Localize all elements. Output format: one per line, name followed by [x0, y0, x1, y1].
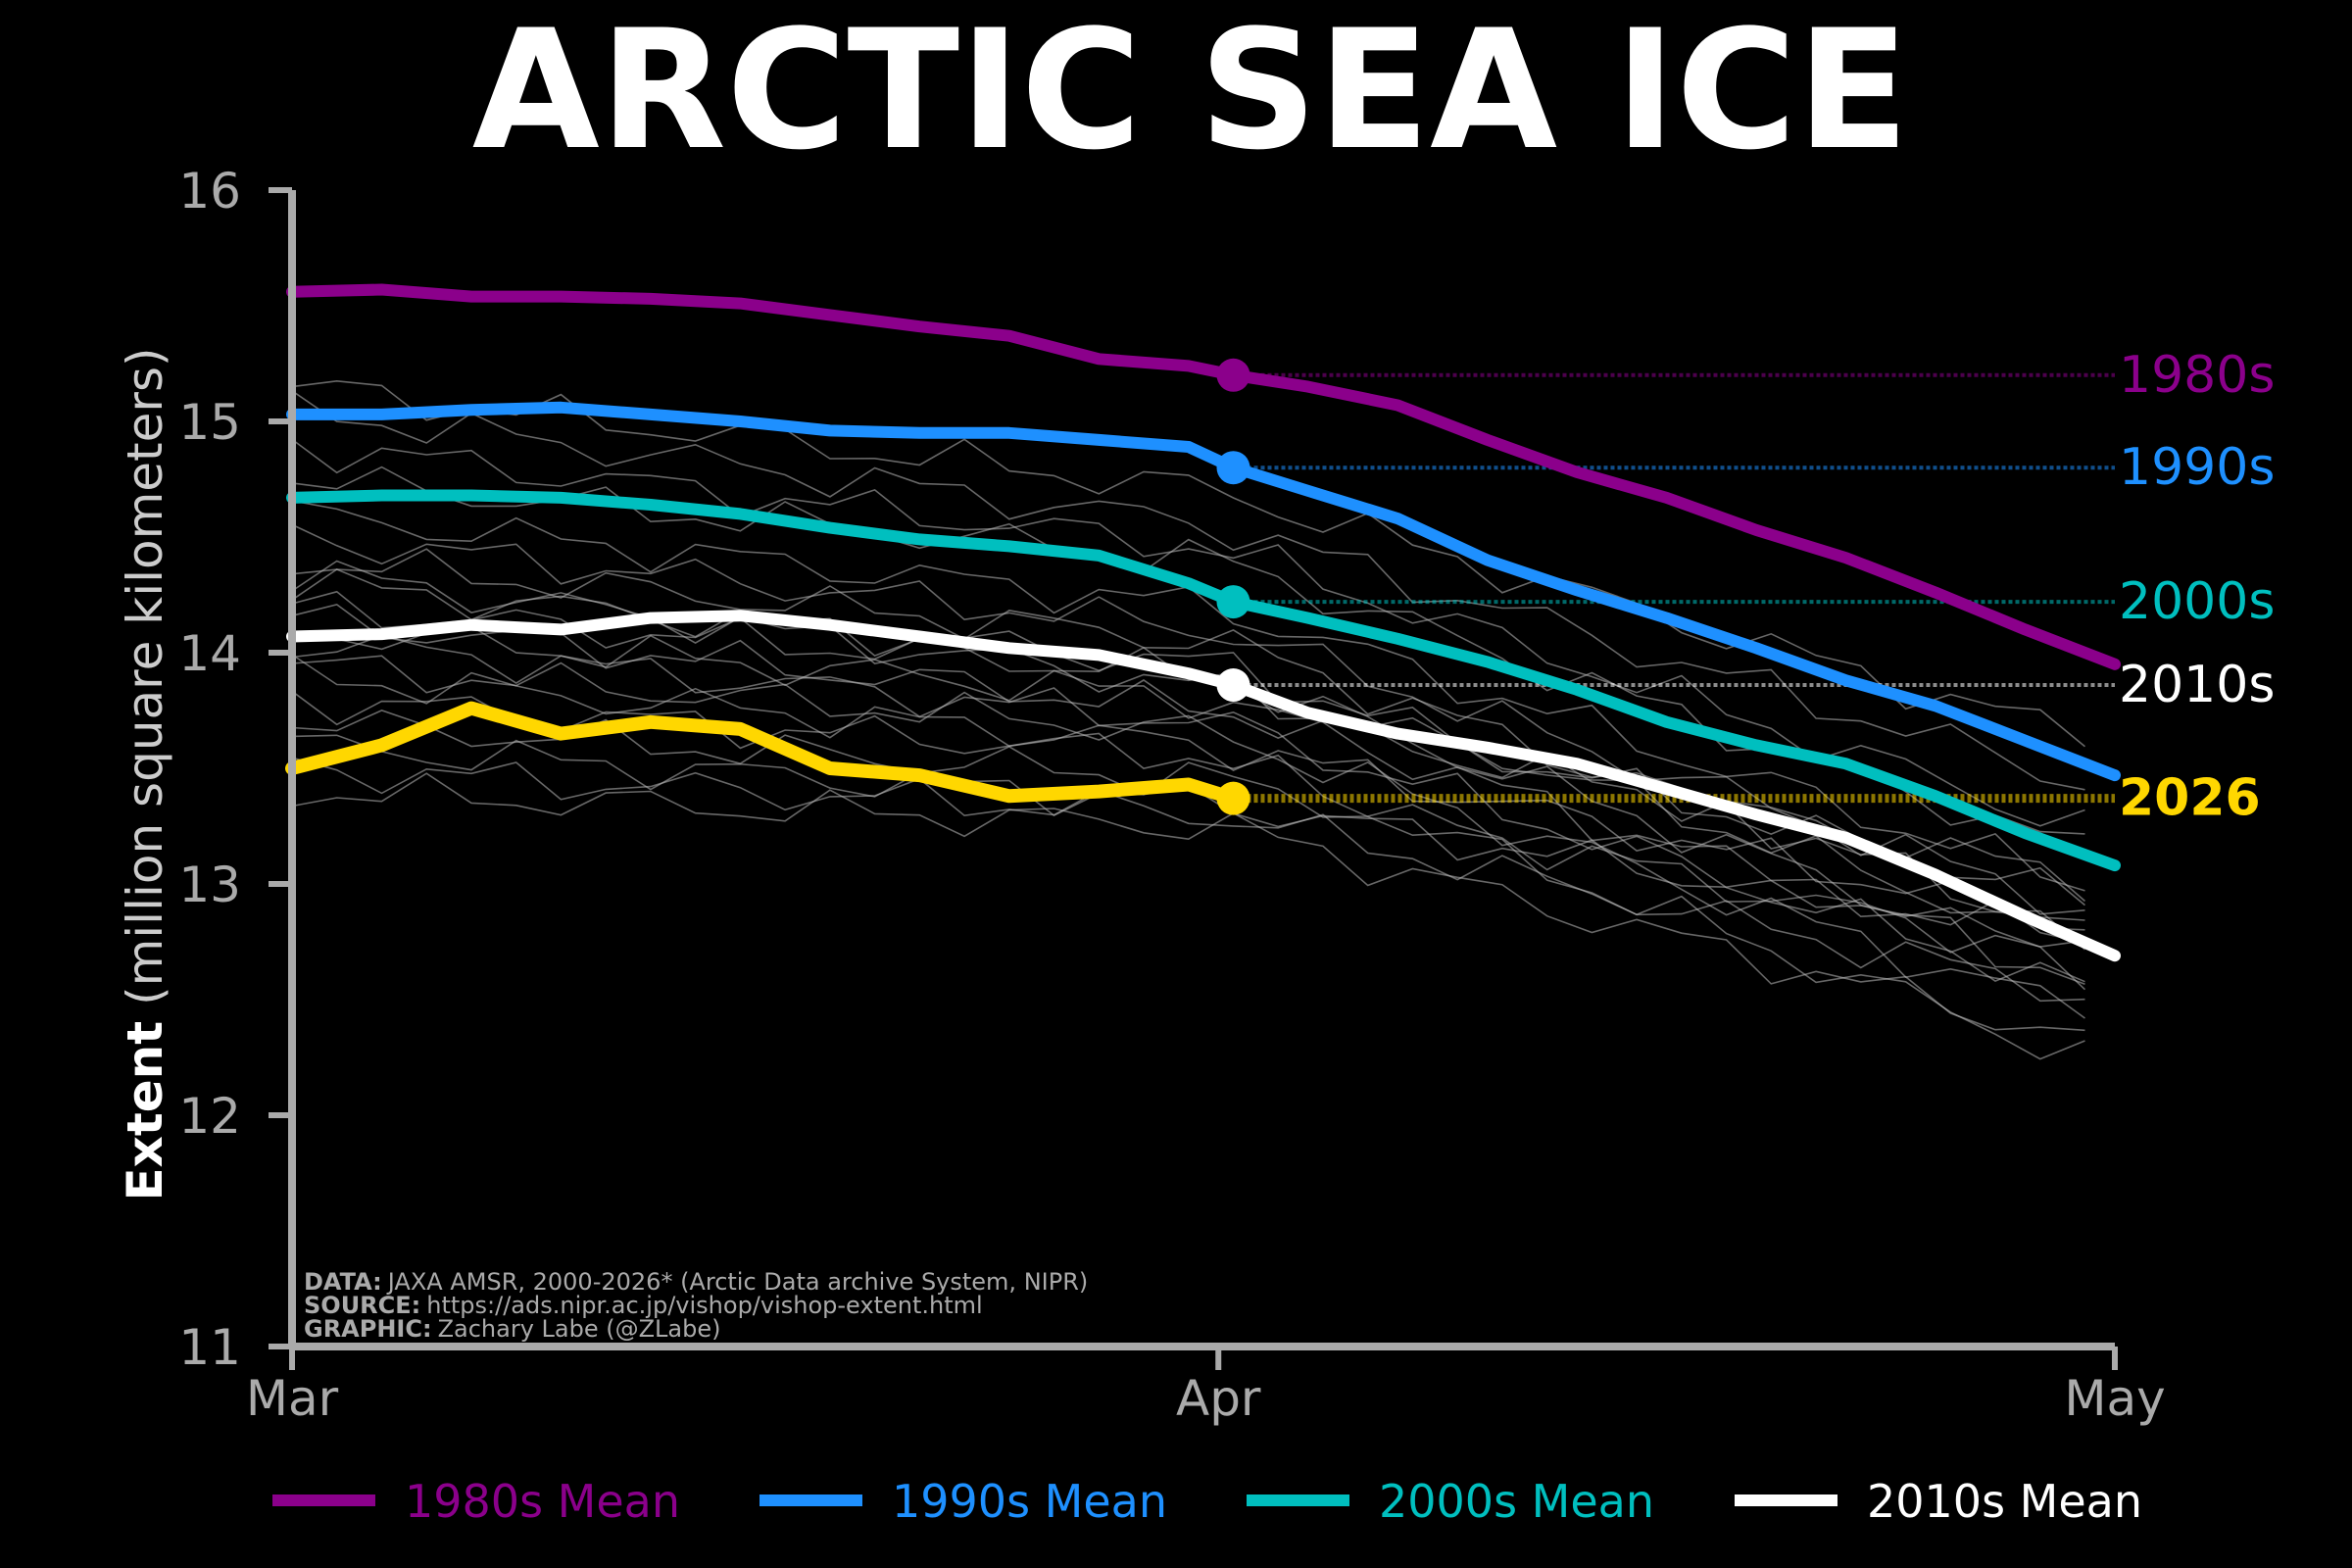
- individual-year-line: [291, 548, 2085, 921]
- y-axis-label: Extent (million square kilometers): [117, 347, 173, 1200]
- current-point-2000s: [1216, 585, 1250, 619]
- series-line-2010s: [286, 610, 2121, 962]
- mean-lines: [285, 283, 2121, 962]
- x-tick-label: Mar: [246, 1370, 339, 1427]
- series-line-2026: [285, 701, 1241, 806]
- credit-graphic-label: GRAPHIC:: [304, 1315, 432, 1343]
- individual-year-line: [291, 654, 2085, 931]
- individual-year-line: [291, 379, 2086, 748]
- individual-year-line: [291, 772, 2085, 1032]
- y-tick-label: 15: [178, 394, 241, 451]
- series-end-label-1980s: 1980s: [2119, 346, 2275, 405]
- y-axis-label-rest: (million square kilometers): [117, 347, 173, 1004]
- individual-year-line: [291, 523, 2085, 915]
- svg-text:GRAPHIC:Zachary Labe (@ZLabe): GRAPHIC: Zachary Labe (@ZLabe): [304, 1315, 721, 1343]
- y-axis-label-bold: Extent: [117, 1021, 173, 1201]
- series-end-label-2026: 2026: [2119, 769, 2261, 828]
- individual-year-line: [291, 390, 2085, 791]
- legend-item-2000s: 2000s Mean: [1379, 1475, 1654, 1528]
- credit-source-label: SOURCE:: [304, 1292, 420, 1319]
- individual-year-line: [291, 655, 2085, 1019]
- credit-data-text: JAXA AMSR, 2000-2026* (Arctic Data archi…: [386, 1268, 1088, 1296]
- y-tick-label: 13: [178, 857, 241, 913]
- reference-lines: 1980s 1990s 2000s 2010s 2026: [1233, 346, 2275, 828]
- series-end-label-2000s: 2000s: [2119, 572, 2275, 631]
- series-line-1990s: [286, 401, 2121, 782]
- credit-graphic-text: Zachary Labe (@ZLabe): [438, 1315, 721, 1343]
- y-tick-label: 11: [178, 1319, 241, 1376]
- individual-year-line: [291, 690, 2085, 1060]
- legend-item-1990s: 1990s Mean: [892, 1475, 1167, 1528]
- current-point-2010s: [1216, 668, 1250, 703]
- current-point-2026: [1216, 781, 1250, 815]
- current-point-1980s: [1216, 358, 1250, 392]
- axes: 11 12 13 14 15 16 Mar Apr May: [178, 163, 2165, 1427]
- svg-text:Extent (million square k: Extent (million square kilometers): [117, 347, 173, 1200]
- svg-text:SOURCE:https://ads.nipr.ac.jp/: SOURCE: https://ads.nipr.ac.jp/vishop/vis…: [304, 1292, 983, 1319]
- svg-text:DATA:JAXA AMSR, 2000-2026* (Ar: DATA: JAXA AMSR, 2000-2026* (Arctic Data …: [304, 1268, 1088, 1296]
- legend-item-1980s: 1980s Mean: [405, 1475, 680, 1528]
- y-tick-label: 14: [178, 625, 241, 682]
- individual-year-line: [291, 604, 2086, 903]
- series-line-1980s: [286, 283, 2121, 670]
- credits: DATA: JAXA AMSR, 2000-2026* (Arctic Data …: [304, 1268, 1088, 1343]
- legend-item-2010s: 2010s Mean: [1867, 1475, 2142, 1528]
- individual-year-line: [291, 590, 2086, 991]
- individual-year-line: [291, 757, 2085, 1003]
- legend: 1980s Mean 1990s Mean 2000s Mean 2010s Mean: [272, 1475, 2142, 1528]
- x-tick-label: May: [2064, 1370, 2165, 1427]
- series-end-label-1990s: 1990s: [2119, 438, 2275, 497]
- chart-title: ARCTIC SEA ICE: [472, 0, 1909, 186]
- credit-source-text: https://ads.nipr.ac.jp/vishop/vishop-ext…: [426, 1292, 982, 1319]
- current-point-1990s: [1216, 451, 1250, 485]
- x-tick-label: Apr: [1176, 1370, 1261, 1427]
- y-tick-label: 16: [178, 163, 241, 220]
- individual-year-line: [291, 625, 2085, 985]
- series-line-2000s: [286, 489, 2121, 872]
- y-tick-label: 12: [178, 1088, 241, 1145]
- individual-year-line: [291, 438, 2085, 827]
- credit-data-label: DATA:: [304, 1268, 382, 1296]
- series-end-label-2010s: 2010s: [2119, 656, 2275, 714]
